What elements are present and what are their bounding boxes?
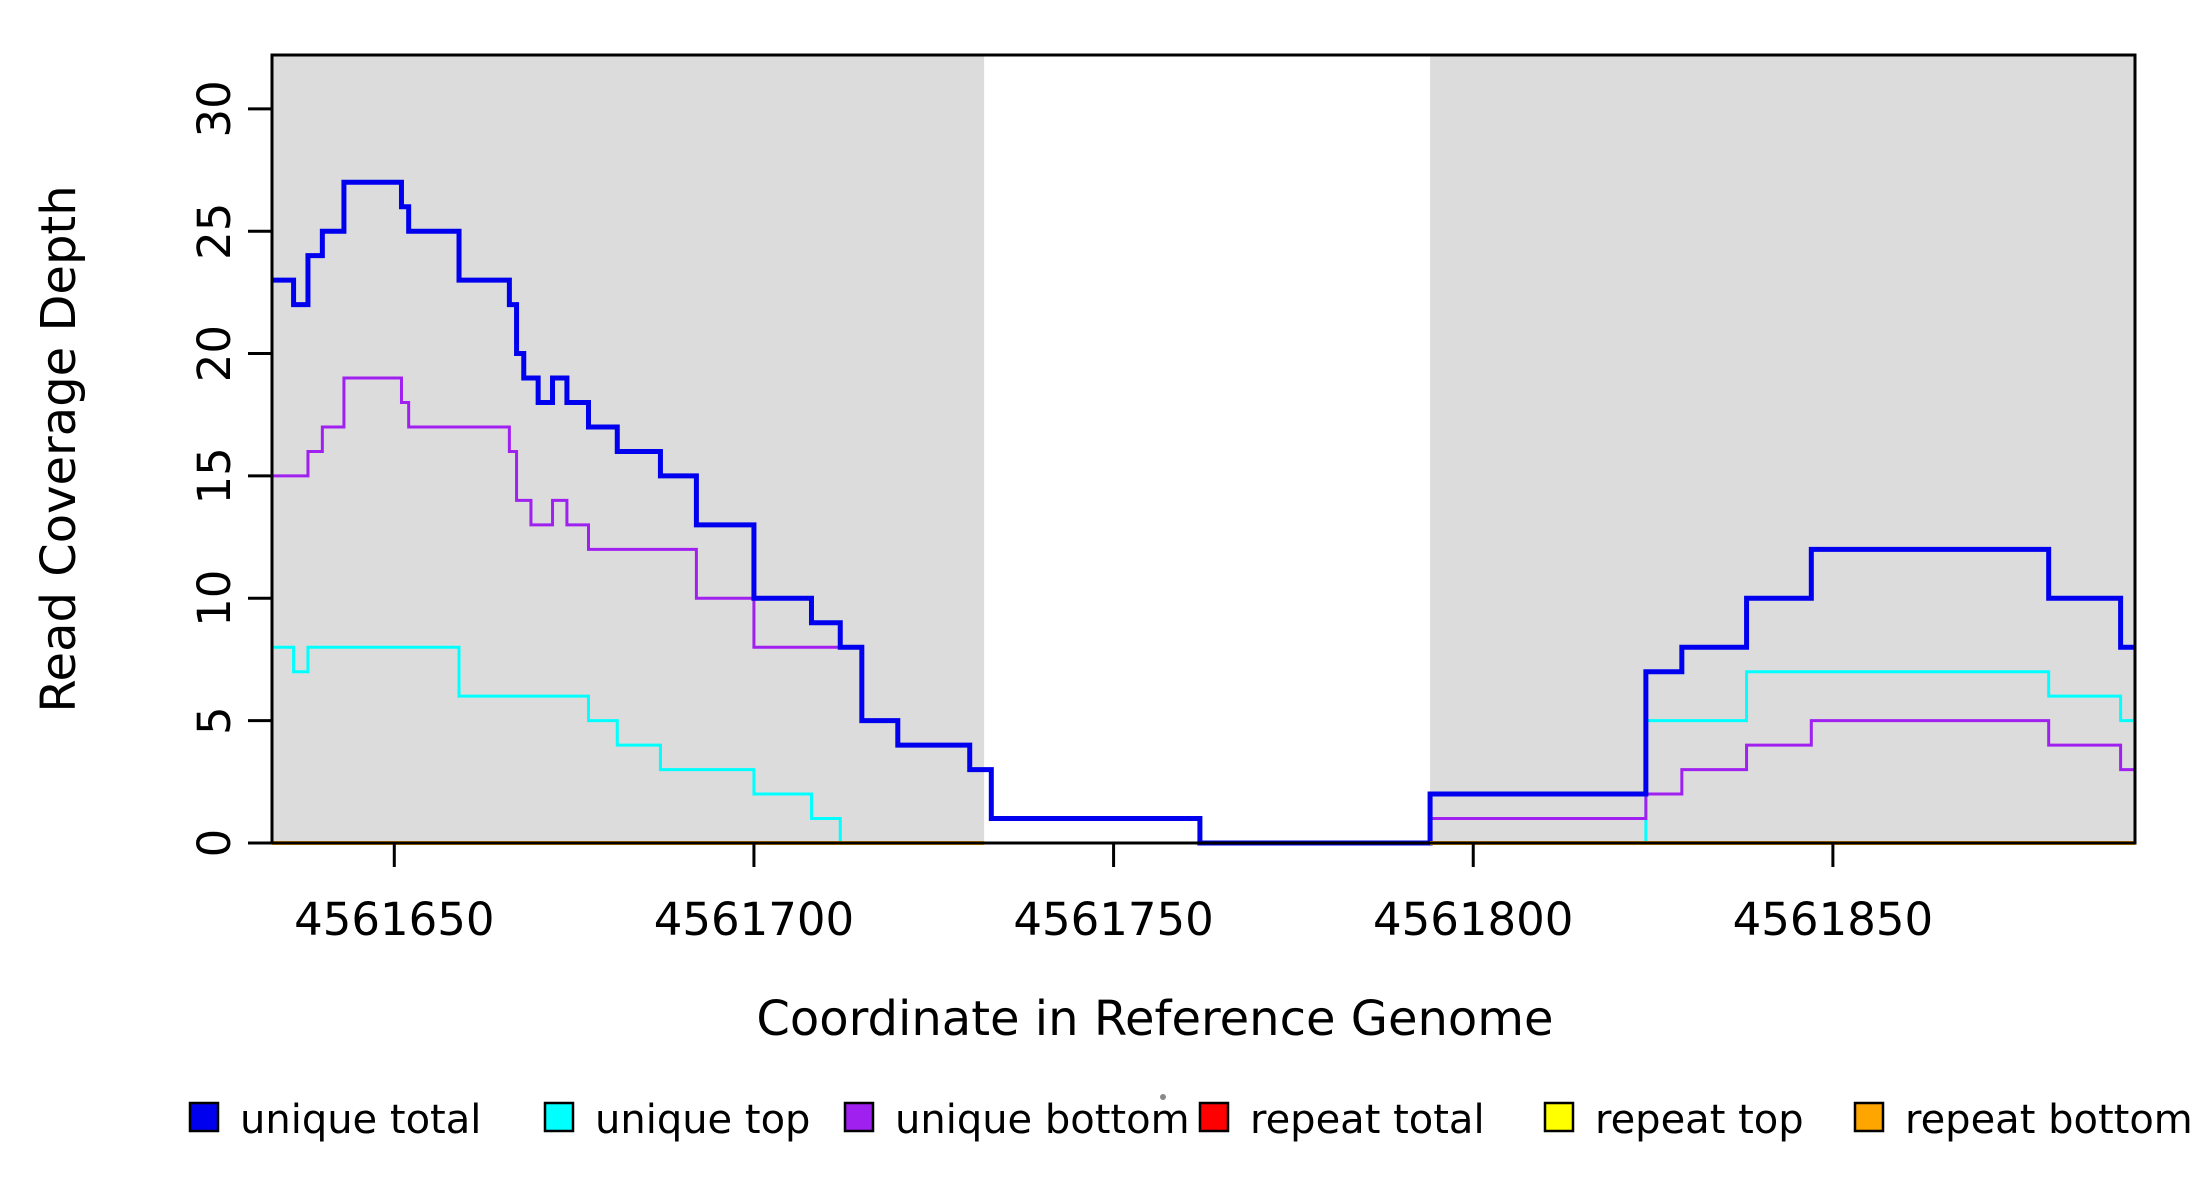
legend-item-repeat-bottom: repeat bottom	[1853, 1097, 2193, 1143]
y-tick-label-30: 30	[188, 80, 241, 137]
legend-swatch-repeat-total	[1198, 1101, 1230, 1133]
legend-item-unique-top: unique top	[543, 1097, 810, 1143]
x-tick-label-4561700: 4561700	[654, 893, 854, 946]
legend-label-repeat-top: repeat top	[1595, 1097, 1804, 1143]
legend-label-repeat-total: repeat total	[1250, 1097, 1485, 1143]
y-axis: 0 5 10 15 20 25 30	[188, 80, 272, 857]
legend-swatch-unique-top	[543, 1101, 575, 1133]
legend-label-unique-bottom: unique bottom	[895, 1097, 1190, 1143]
legend-item-unique-bottom: unique bottom	[843, 1097, 1190, 1143]
repeat-region-shade-1	[1430, 55, 2135, 843]
legend-label-unique-total: unique total	[240, 1097, 481, 1143]
series-unique-top	[272, 645, 2135, 845]
legend-swatch-unique-bottom	[843, 1101, 875, 1133]
y-tick-label-0: 0	[188, 829, 241, 858]
y-tick-label-5: 5	[188, 706, 241, 735]
x-tick-label-4561650: 4561650	[294, 893, 494, 946]
series-unique-bottom	[272, 376, 2135, 845]
legend-label-repeat-bottom: repeat bottom	[1905, 1097, 2193, 1143]
legend-swatch-repeat-bottom	[1853, 1101, 1885, 1133]
y-tick-label-15: 15	[188, 447, 241, 504]
x-tick-label-4561850: 4561850	[1733, 893, 1933, 946]
legend-item-repeat-total: repeat total	[1198, 1097, 1485, 1143]
legend-label-unique-top: unique top	[595, 1097, 810, 1143]
x-axis-title: Coordinate in Reference Genome	[756, 991, 1553, 1047]
x-tick-label-4561800: 4561800	[1373, 893, 1573, 946]
series-unique-total	[272, 179, 2135, 846]
x-tick-label-4561750: 4561750	[1013, 893, 1213, 946]
y-tick-label-25: 25	[188, 203, 241, 260]
legend-swatch-repeat-top	[1543, 1101, 1575, 1133]
stray-dot-artifact	[1160, 1094, 1166, 1100]
chart-legend: unique total unique top unique bottom repea…	[188, 1097, 2193, 1143]
y-axis-title: Read Coverage Depth	[31, 185, 87, 712]
legend-swatch-unique-total	[188, 1101, 220, 1133]
legend-item-unique-total: unique total	[188, 1097, 481, 1143]
plot-border-box	[270, 53, 2137, 845]
y-tick-label-20: 20	[188, 325, 241, 382]
y-tick-label-10: 10	[188, 570, 241, 627]
legend-item-repeat-top: repeat top	[1543, 1097, 1804, 1143]
x-axis: 4561650 4561700 4561750 4561800 4561850	[294, 843, 1933, 946]
shaded-regions-layer	[272, 55, 2135, 843]
